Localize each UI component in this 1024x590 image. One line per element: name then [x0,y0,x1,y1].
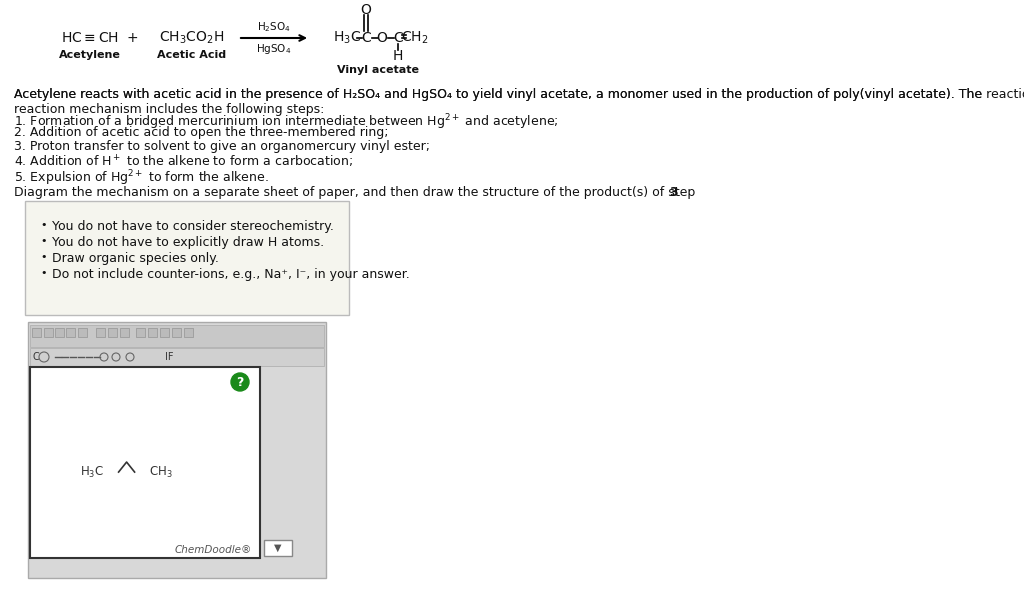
Bar [160,328,169,337]
Text: CH$_3$CO$_2$H: CH$_3$CO$_2$H [160,30,224,46]
Text: HC$\equiv$CH: HC$\equiv$CH [61,31,119,45]
Text: ChemDoodle®: ChemDoodle® [175,545,252,555]
Text: H$_3$C: H$_3$C [333,30,361,46]
Text: Do not include counter-ions, e.g., Na⁺, I⁻, in your answer.: Do not include counter-ions, e.g., Na⁺, … [52,268,410,281]
Text: CH$_2$: CH$_2$ [401,30,429,46]
Text: •: • [41,220,47,230]
Bar [30,367,260,558]
Bar [108,328,117,337]
Text: 3: 3 [669,186,678,199]
Text: Vinyl acetate: Vinyl acetate [337,65,419,75]
Bar [78,328,87,337]
Bar [55,328,63,337]
Bar [148,328,157,337]
Text: H$_2$SO$_4$: H$_2$SO$_4$ [257,20,291,34]
Text: 4. Addition of H$^+$ to the alkene to form a carbocation;: 4. Addition of H$^+$ to the alkene to fo… [14,154,353,171]
Bar [136,328,145,337]
Bar [28,322,326,578]
FancyBboxPatch shape [25,201,349,315]
Text: •: • [41,268,47,278]
Bar [66,328,75,337]
Text: Draw organic species only.: Draw organic species only. [52,252,219,265]
Text: HgSO$_4$: HgSO$_4$ [256,42,292,56]
Text: .: . [677,186,681,199]
Bar [96,328,105,337]
Text: •: • [41,252,47,262]
Text: O: O [360,3,372,17]
Text: Acetylene reacts with acetic acid in the presence of H₂SO₄ and HgSO₄ to yield vi: Acetylene reacts with acetic acid in the… [14,88,982,116]
Bar [32,328,41,337]
Text: O: O [377,31,387,45]
Text: C: C [393,31,402,45]
Circle shape [231,373,249,391]
Text: Acetic Acid: Acetic Acid [158,50,226,60]
Bar [44,328,53,337]
Text: You do not have to explicitly draw H atoms.: You do not have to explicitly draw H ato… [52,236,325,249]
Text: •: • [41,236,47,246]
Text: ?: ? [237,375,244,388]
Text: Acetylene: Acetylene [59,50,121,60]
Text: +: + [126,31,138,45]
Bar [30,348,324,366]
Text: IF: IF [165,352,173,362]
Text: 1. Formation of a bridged mercurinium ion intermediate between Hg$^{2+}$ and ace: 1. Formation of a bridged mercurinium io… [14,112,558,132]
Bar [264,540,292,556]
Text: You do not have to consider stereochemistry.: You do not have to consider stereochemis… [52,220,334,233]
Text: C: C [361,31,371,45]
Text: 5. Expulsion of Hg$^{2+}$ to form the alkene.: 5. Expulsion of Hg$^{2+}$ to form the al… [14,168,269,188]
Text: Acetylene reacts with acetic acid in the presence of H₂SO₄ and HgSO₄ to yield vi: Acetylene reacts with acetic acid in the… [14,88,1024,101]
Text: ▼: ▼ [274,543,282,553]
Text: CH$_3$: CH$_3$ [148,464,172,480]
Bar [172,328,181,337]
Bar [184,328,193,337]
Bar [30,325,324,347]
Bar [120,328,129,337]
Text: C: C [33,352,39,362]
Text: H: H [393,49,403,63]
Text: Diagram the mechanism on a separate sheet of paper, and then draw the structure : Diagram the mechanism on a separate shee… [14,186,699,199]
Text: 2. Addition of acetic acid to open the three-membered ring;: 2. Addition of acetic acid to open the t… [14,126,388,139]
Text: H$_3$C: H$_3$C [81,464,104,480]
Text: 3. Proton transfer to solvent to give an organomercury vinyl ester;: 3. Proton transfer to solvent to give an… [14,140,430,153]
